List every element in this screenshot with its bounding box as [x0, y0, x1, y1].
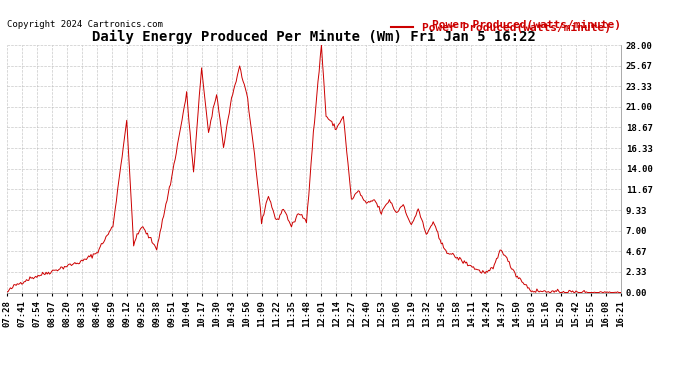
- Text: Power Produced(watts/minute): Power Produced(watts/minute): [432, 20, 621, 30]
- Legend: Power Produced(watts/minute): Power Produced(watts/minute): [386, 18, 615, 37]
- Title: Daily Energy Produced Per Minute (Wm) Fri Jan 5 16:22: Daily Energy Produced Per Minute (Wm) Fr…: [92, 30, 536, 44]
- Text: Copyright 2024 Cartronics.com: Copyright 2024 Cartronics.com: [7, 20, 163, 29]
